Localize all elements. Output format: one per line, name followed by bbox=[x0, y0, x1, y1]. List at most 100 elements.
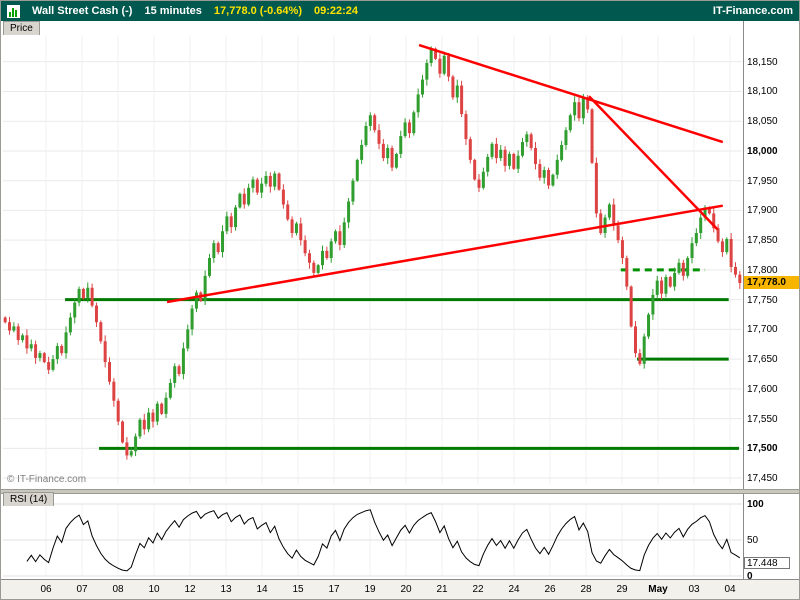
candle-body bbox=[281, 189, 285, 205]
time-axis-label: 24 bbox=[508, 584, 520, 595]
candle-body bbox=[160, 403, 164, 414]
candle-body bbox=[103, 341, 107, 363]
candle-body bbox=[507, 153, 511, 166]
candle-body bbox=[403, 122, 407, 137]
candle-body bbox=[664, 277, 668, 294]
price-axis-label: 18,050 bbox=[747, 116, 778, 128]
candle-body bbox=[86, 287, 90, 299]
candle-body bbox=[594, 162, 598, 214]
candle-body bbox=[203, 275, 207, 301]
candle-body bbox=[112, 381, 116, 401]
time-axis-label: 20 bbox=[400, 584, 412, 595]
candle-body bbox=[447, 55, 451, 77]
time-axis-label: 06 bbox=[40, 584, 52, 595]
candle-body bbox=[390, 147, 394, 168]
price-axis-label: 18,000 bbox=[747, 145, 778, 157]
candle-body bbox=[16, 326, 20, 341]
candle-body bbox=[416, 94, 420, 113]
brand-label: IT-Finance.com bbox=[712, 5, 793, 17]
candle-body bbox=[351, 180, 355, 202]
candle-body bbox=[525, 134, 529, 143]
chart-icon bbox=[7, 4, 20, 18]
candle-body bbox=[51, 359, 55, 370]
candle-body bbox=[238, 193, 242, 208]
candle-body bbox=[34, 344, 38, 358]
candle-body bbox=[64, 332, 68, 354]
candle-body bbox=[99, 322, 103, 342]
candle-body bbox=[642, 336, 646, 364]
candle-body bbox=[129, 451, 133, 456]
title-bar: Wall Street Cash (-) 15 minutes 17,778.0… bbox=[1, 1, 799, 21]
candle-body bbox=[286, 204, 290, 220]
candle-body bbox=[338, 231, 342, 245]
candle-body bbox=[221, 231, 225, 253]
candle-body bbox=[173, 366, 177, 383]
candle-body bbox=[368, 115, 372, 126]
tab-price[interactable]: Price bbox=[3, 21, 40, 35]
candle-body bbox=[690, 243, 694, 259]
candle-body bbox=[94, 305, 98, 323]
candle-body bbox=[303, 240, 307, 254]
candle-body bbox=[386, 147, 390, 159]
candle-body bbox=[190, 308, 194, 330]
candle-body bbox=[194, 292, 198, 309]
current-price-badge: 17,778.0 bbox=[744, 276, 799, 290]
descending-resistance bbox=[418, 43, 724, 144]
price-axis-column bbox=[743, 21, 799, 579]
candle-body bbox=[247, 187, 251, 205]
candle-body bbox=[264, 175, 268, 184]
candle-body bbox=[68, 317, 72, 333]
tab-rsi[interactable]: RSI (14) bbox=[3, 492, 55, 506]
candle-body bbox=[612, 204, 616, 226]
candle-body bbox=[186, 329, 190, 349]
rsi-line bbox=[26, 509, 741, 572]
candle-body bbox=[251, 179, 255, 188]
candle-body bbox=[434, 48, 438, 59]
candle-body bbox=[720, 241, 724, 253]
time-axis-label: 03 bbox=[688, 584, 700, 595]
watermark: © IT-Finance.com bbox=[7, 474, 87, 485]
candle-body bbox=[512, 153, 516, 169]
candle-body bbox=[207, 258, 211, 276]
ascending-support bbox=[166, 204, 723, 304]
candle-body bbox=[255, 179, 259, 193]
candle-body bbox=[138, 419, 142, 437]
candle-body bbox=[307, 253, 311, 263]
candle-body bbox=[625, 258, 629, 287]
time-axis-label: 28 bbox=[580, 584, 592, 595]
candle-body bbox=[277, 173, 281, 190]
price-axis-label: 17,500 bbox=[747, 443, 778, 455]
rsi-value-badge: 17.448 bbox=[744, 557, 790, 569]
candle-body bbox=[564, 130, 568, 146]
candle-body bbox=[442, 55, 446, 74]
price-axis-label: 17,650 bbox=[747, 354, 778, 366]
price-axis-label: 18,150 bbox=[747, 56, 778, 68]
candle-body bbox=[529, 134, 533, 148]
candle-body bbox=[334, 231, 338, 242]
candle-body bbox=[733, 266, 737, 275]
candle-body bbox=[29, 344, 33, 349]
rsi-axis-label: 50 bbox=[747, 535, 759, 546]
candle-body bbox=[725, 238, 729, 253]
candle-body bbox=[455, 85, 459, 98]
candle-body bbox=[116, 400, 120, 422]
rsi-axis-label: 0 bbox=[747, 571, 753, 582]
candle-body bbox=[638, 353, 642, 364]
time-axis-label: 07 bbox=[76, 584, 88, 595]
price-axis-label: 17,550 bbox=[747, 413, 778, 425]
candle-body bbox=[321, 250, 325, 266]
candle-body bbox=[394, 153, 398, 168]
candle-body bbox=[633, 326, 637, 354]
candle-body bbox=[660, 280, 664, 294]
price-axis-label: 17,850 bbox=[747, 235, 778, 247]
candle-body bbox=[260, 183, 264, 193]
candle-body bbox=[290, 219, 294, 234]
candle-body bbox=[216, 243, 220, 253]
candle-body bbox=[121, 421, 125, 443]
candle-body bbox=[312, 262, 316, 273]
candle-body bbox=[155, 403, 159, 422]
candle-body bbox=[681, 262, 685, 276]
candle-body bbox=[329, 241, 333, 259]
candle-body bbox=[473, 159, 477, 180]
candle-body bbox=[551, 174, 555, 186]
